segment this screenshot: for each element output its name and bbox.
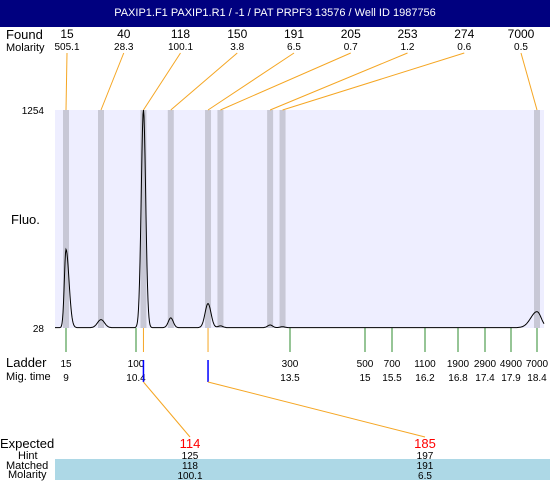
ladder-mig-time: 9 [63,373,69,384]
found-size: 253 [397,27,417,41]
expected-connector [143,381,191,438]
found-molarity: 0.6 [457,42,471,53]
peak-band [98,110,104,328]
found-molarity: 3.8 [230,42,244,53]
found-connector [207,52,295,111]
found-molarity: 100.1 [168,42,193,53]
peak-band [217,110,224,328]
found-molarity: 6.5 [287,42,301,53]
found-size: 191 [284,27,304,41]
y-tick-top: 1254 [22,106,45,117]
expected-connector [207,381,426,438]
ladder-labels: 15 9 100 10.4 300 13.5 500 15 700 15.5 1100 16.2 190… [60,359,548,384]
matched-molarity: 100.1 [177,471,202,480]
expected-size: 114 [180,436,201,451]
found-size: 118 [171,27,190,41]
hint-size: 125 [182,451,199,462]
found-molarity: 28.3 [114,42,134,53]
expected-label: Expected [0,436,55,451]
molarity-bottom-label: Molarity [8,469,47,481]
peak-band [279,110,286,328]
ladder-size: 700 [384,359,401,370]
ladder-size: 300 [282,359,299,370]
ladder-size: 7000 [526,359,549,370]
matched-size: 118 [182,461,198,472]
matched-label: Matched [6,460,49,472]
matched-molarity: 6.5 [418,471,432,480]
ladder-size: 500 [357,359,374,370]
peak-band [63,110,69,328]
expected-size: 185 [414,436,436,451]
peak-band [205,110,212,328]
peak-bands [63,110,540,328]
found-connector [170,52,238,111]
found-molarity: 0.7 [344,42,358,53]
found-connector [520,52,538,111]
chart-title: PAXIP1.F1 PAXIP1.R1 / -1 / PAT PRPF3 135… [0,0,550,27]
found-label: Found [6,27,43,42]
found-connector [143,52,181,111]
fluo-label: Fluo. [11,212,40,227]
found-molarity: 1.2 [401,42,415,53]
hint-label: Hint [18,450,38,462]
found-connector [269,52,408,111]
found-molarity: 505.1 [54,42,79,53]
ladder-mig-time: 15.5 [382,373,402,384]
hint-size: 197 [417,451,434,462]
found-size: 274 [454,27,474,41]
ladder-mig-time: 16.2 [415,373,435,384]
found-connectors [65,52,538,111]
found-molarity: 0.5 [514,42,528,53]
ladder-mig-time: 16.8 [448,373,468,384]
found-connector [220,52,351,111]
ladder-mig-time: 10.4 [126,373,146,384]
found-size: 205 [341,27,361,41]
molarity-label: Molarity [6,42,45,54]
ladder-size: 1900 [447,359,470,370]
plot-area [55,110,544,328]
found-connector [65,52,68,111]
ladder-mig-time: 18.4 [527,373,547,384]
peak-band [140,110,147,328]
found-size: 40 [117,27,131,41]
peak-band [534,110,540,328]
ladder-size: 4900 [500,359,523,370]
y-tick-bottom: 28 [33,324,45,335]
ladder-mig-time: 17.4 [475,373,495,384]
ladder-mig-time: 13.5 [280,373,300,384]
peak-band [167,110,174,328]
found-size: 15 [60,27,74,41]
ladder-size: 2900 [474,359,497,370]
ladder-label: Ladder [6,355,47,370]
ladder-ticks [65,328,538,352]
ladder-size: 15 [60,359,72,370]
ladder-mig-time: 17.9 [501,373,521,384]
matched-size: 191 [417,461,434,472]
found-connector [100,52,125,111]
found-connector [282,52,465,111]
matched-band [55,459,550,480]
ladder-size: 100 [128,359,145,370]
ladder-mig-time: 15 [359,373,371,384]
found-size: 7000 [508,27,535,41]
fluorescence-trace [55,110,545,329]
ladder-size: 1100 [414,359,436,370]
found-size: 150 [227,27,247,41]
peak-band [267,110,274,328]
mig-time-label: Mig. time [6,371,51,383]
